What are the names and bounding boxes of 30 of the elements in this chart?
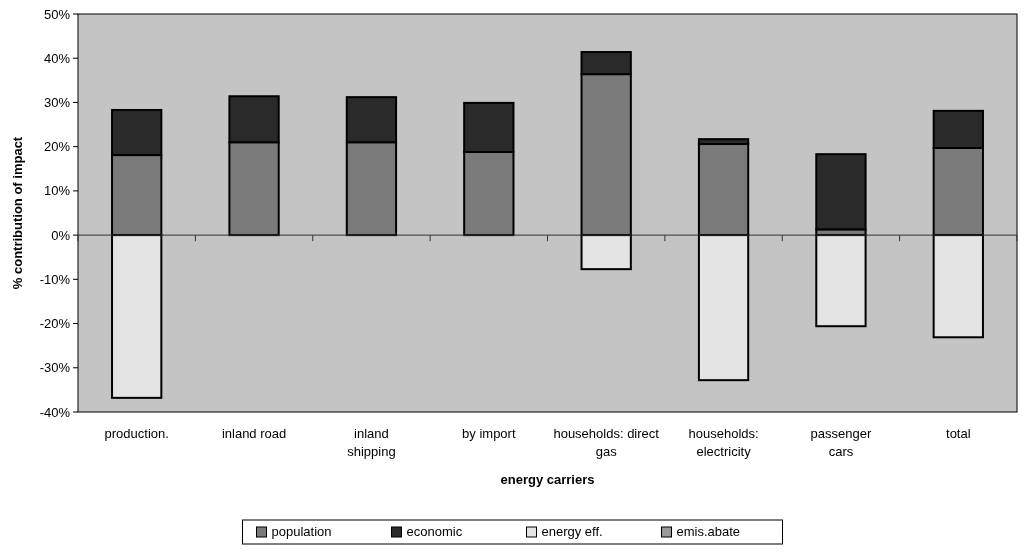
x-tick-label: inland road <box>221 426 287 441</box>
x-tick-label: passenger cars <box>810 426 872 459</box>
y-tick-label: 10% <box>43 183 71 199</box>
legend-label: emis.abate <box>676 524 741 539</box>
x-tick-label: inland shipping <box>347 426 396 459</box>
y-tick-label: -20% <box>39 316 71 332</box>
bar <box>111 234 163 399</box>
x-tick-label: by import <box>462 426 516 441</box>
y-tick-label: 50% <box>43 6 71 22</box>
legend-label: energy eff. <box>541 524 603 539</box>
legend-label: population <box>271 524 332 539</box>
y-tick-label: 40% <box>43 50 71 66</box>
x-tick-label: households: direct gas <box>553 426 660 459</box>
bar <box>697 234 750 382</box>
y-tick-label: 30% <box>43 94 71 110</box>
bar <box>815 153 867 231</box>
x-tick-label: total <box>946 426 971 441</box>
y-axis-title: % contribution of impact <box>10 136 25 290</box>
y-tick-label: -10% <box>39 271 71 287</box>
bar <box>932 234 984 339</box>
y-tick-label: -30% <box>39 360 71 376</box>
x-tick-label: households: electricity <box>688 426 759 459</box>
bar <box>815 234 867 328</box>
bar <box>580 234 632 271</box>
legend-label: economic <box>406 524 463 539</box>
x-axis-title: energy carriers <box>500 472 595 487</box>
x-tick-label: production. <box>104 426 169 441</box>
y-tick-label: 0% <box>51 227 71 243</box>
y-tick-label: 20% <box>43 139 71 155</box>
y-tick-label: -40% <box>39 404 71 420</box>
